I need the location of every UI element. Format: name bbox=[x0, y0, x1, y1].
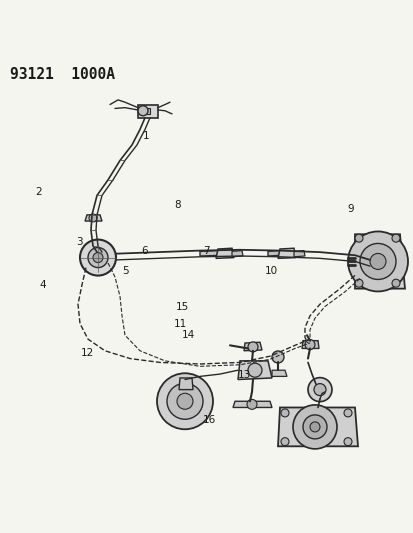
Circle shape bbox=[138, 106, 147, 116]
Polygon shape bbox=[140, 108, 150, 114]
Polygon shape bbox=[199, 251, 221, 256]
Polygon shape bbox=[138, 104, 158, 118]
Circle shape bbox=[354, 279, 362, 287]
Circle shape bbox=[369, 254, 385, 270]
Circle shape bbox=[88, 247, 108, 268]
Circle shape bbox=[247, 399, 256, 409]
Text: 15: 15 bbox=[176, 302, 189, 312]
Text: 12: 12 bbox=[81, 349, 94, 358]
Polygon shape bbox=[277, 407, 357, 446]
Circle shape bbox=[391, 234, 399, 242]
Polygon shape bbox=[354, 235, 404, 289]
Text: 14: 14 bbox=[182, 330, 195, 340]
Polygon shape bbox=[216, 248, 233, 259]
Circle shape bbox=[177, 393, 192, 409]
Polygon shape bbox=[237, 361, 271, 379]
Circle shape bbox=[89, 214, 97, 222]
Text: 7: 7 bbox=[202, 246, 209, 256]
Text: 9: 9 bbox=[347, 204, 354, 214]
Circle shape bbox=[391, 279, 399, 287]
Polygon shape bbox=[85, 215, 102, 221]
Circle shape bbox=[313, 384, 325, 395]
Text: 4: 4 bbox=[39, 280, 46, 290]
Circle shape bbox=[247, 342, 257, 352]
Text: 6: 6 bbox=[140, 246, 147, 256]
Circle shape bbox=[292, 405, 336, 449]
Polygon shape bbox=[233, 401, 271, 407]
Polygon shape bbox=[293, 251, 304, 257]
Polygon shape bbox=[243, 342, 261, 351]
Polygon shape bbox=[271, 370, 286, 376]
Circle shape bbox=[280, 409, 288, 417]
Circle shape bbox=[247, 363, 261, 377]
Circle shape bbox=[80, 239, 116, 276]
Text: 16: 16 bbox=[202, 415, 216, 425]
Circle shape bbox=[271, 351, 283, 363]
Text: 8: 8 bbox=[173, 200, 180, 210]
Circle shape bbox=[354, 234, 362, 242]
Circle shape bbox=[304, 340, 314, 350]
Polygon shape bbox=[231, 251, 242, 257]
Circle shape bbox=[307, 377, 331, 401]
Circle shape bbox=[343, 409, 351, 417]
Circle shape bbox=[93, 253, 103, 263]
Circle shape bbox=[302, 415, 326, 439]
Circle shape bbox=[309, 422, 319, 432]
Circle shape bbox=[343, 438, 351, 446]
Text: 13: 13 bbox=[237, 370, 251, 380]
Polygon shape bbox=[301, 341, 318, 349]
Polygon shape bbox=[267, 251, 281, 256]
Circle shape bbox=[157, 373, 212, 429]
Circle shape bbox=[166, 383, 202, 419]
Text: 93121  1000A: 93121 1000A bbox=[10, 67, 115, 82]
Text: 1: 1 bbox=[142, 131, 149, 141]
Polygon shape bbox=[178, 378, 192, 390]
Circle shape bbox=[280, 438, 288, 446]
Polygon shape bbox=[277, 248, 295, 259]
Text: 10: 10 bbox=[264, 265, 278, 276]
Circle shape bbox=[347, 231, 407, 292]
Text: 11: 11 bbox=[173, 319, 187, 329]
Circle shape bbox=[359, 244, 395, 279]
Text: 2: 2 bbox=[35, 187, 42, 197]
Text: 3: 3 bbox=[76, 237, 83, 247]
Text: 5: 5 bbox=[122, 266, 128, 277]
